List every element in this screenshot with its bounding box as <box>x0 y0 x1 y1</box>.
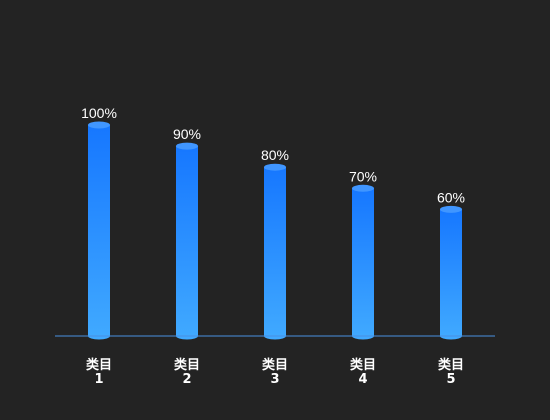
bar-top-cap-1 <box>88 121 110 129</box>
bar-4[interactable] <box>352 188 374 336</box>
bar-top-cap-5 <box>440 205 462 213</box>
bar-top-cap-4 <box>352 184 374 192</box>
bar-1[interactable] <box>88 125 110 336</box>
value-label-5: 60% <box>437 189 465 205</box>
category-label-1: 类目 1 <box>86 357 112 387</box>
bar-top-cap-2 <box>176 142 198 150</box>
value-label-2: 90% <box>173 126 201 142</box>
value-label-4: 70% <box>349 168 377 184</box>
category-label-4: 类目 4 <box>350 357 376 387</box>
value-label-3: 80% <box>261 147 289 163</box>
category-label-5: 类目 5 <box>438 357 464 387</box>
labels-group: 100% 类目 1 90% 类目 2 80% 类目 3 70% 类目 4 60% 类目 5 <box>81 105 465 387</box>
bar-2[interactable] <box>176 146 198 336</box>
category-label-2: 类目 2 <box>174 357 200 387</box>
value-label-1: 100% <box>81 105 117 121</box>
bars-group <box>88 121 462 340</box>
bar-5[interactable] <box>440 209 462 336</box>
bar-top-cap-3 <box>264 163 286 171</box>
bar-3[interactable] <box>264 167 286 336</box>
category-label-3: 类目 3 <box>262 357 288 387</box>
